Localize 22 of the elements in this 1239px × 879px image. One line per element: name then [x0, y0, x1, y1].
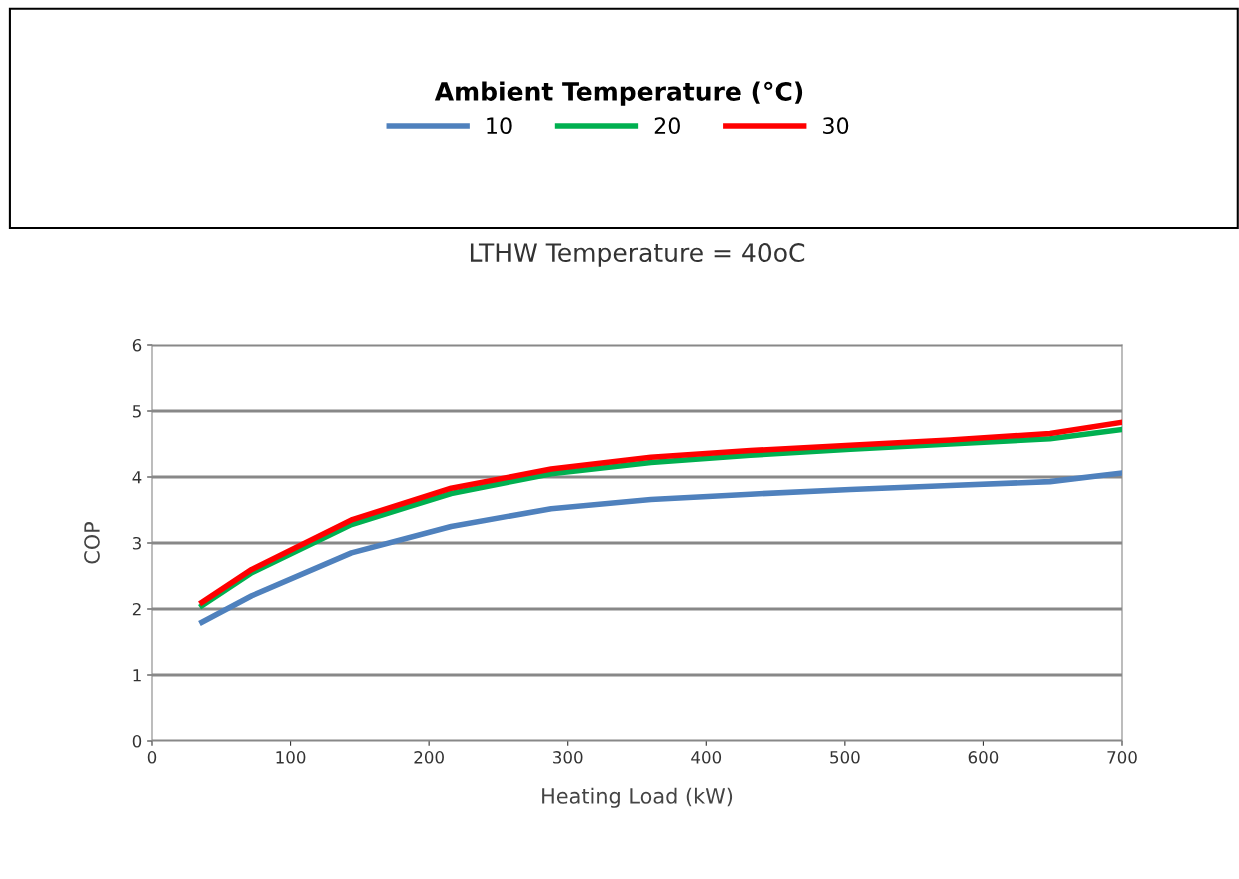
- y-tick-label: 3: [132, 536, 141, 550]
- y-tick-label: 1: [133, 669, 141, 682]
- legend-label: 30: [823, 117, 849, 135]
- y-axis-title: COP: [84, 521, 100, 564]
- y-tick-label: 0: [132, 734, 142, 748]
- x-tick-label: 0: [147, 751, 157, 764]
- x-tick-label: 200: [414, 751, 444, 764]
- y-tick-label: 4: [132, 471, 142, 484]
- legend-title: Ambient Temperature (°C): [434, 81, 803, 106]
- x-tick-label: 100: [276, 751, 306, 764]
- x-tick-label: 600: [968, 751, 999, 764]
- x-axis-title: Heating Load (kW): [542, 787, 733, 808]
- y-tick-label: 5: [132, 405, 141, 418]
- chart-title: LTHW Temperature = 40oC: [470, 243, 805, 267]
- y-tick-label: 2: [132, 602, 141, 616]
- x-tick-label: 700: [1107, 751, 1137, 764]
- legend-label: 10: [487, 117, 512, 135]
- x-tick-label: 500: [830, 751, 860, 764]
- legend-label: 20: [654, 117, 680, 135]
- x-tick-label: 400: [691, 751, 722, 764]
- y-tick-label: 6: [132, 338, 142, 352]
- x-tick-label: 300: [553, 751, 583, 764]
